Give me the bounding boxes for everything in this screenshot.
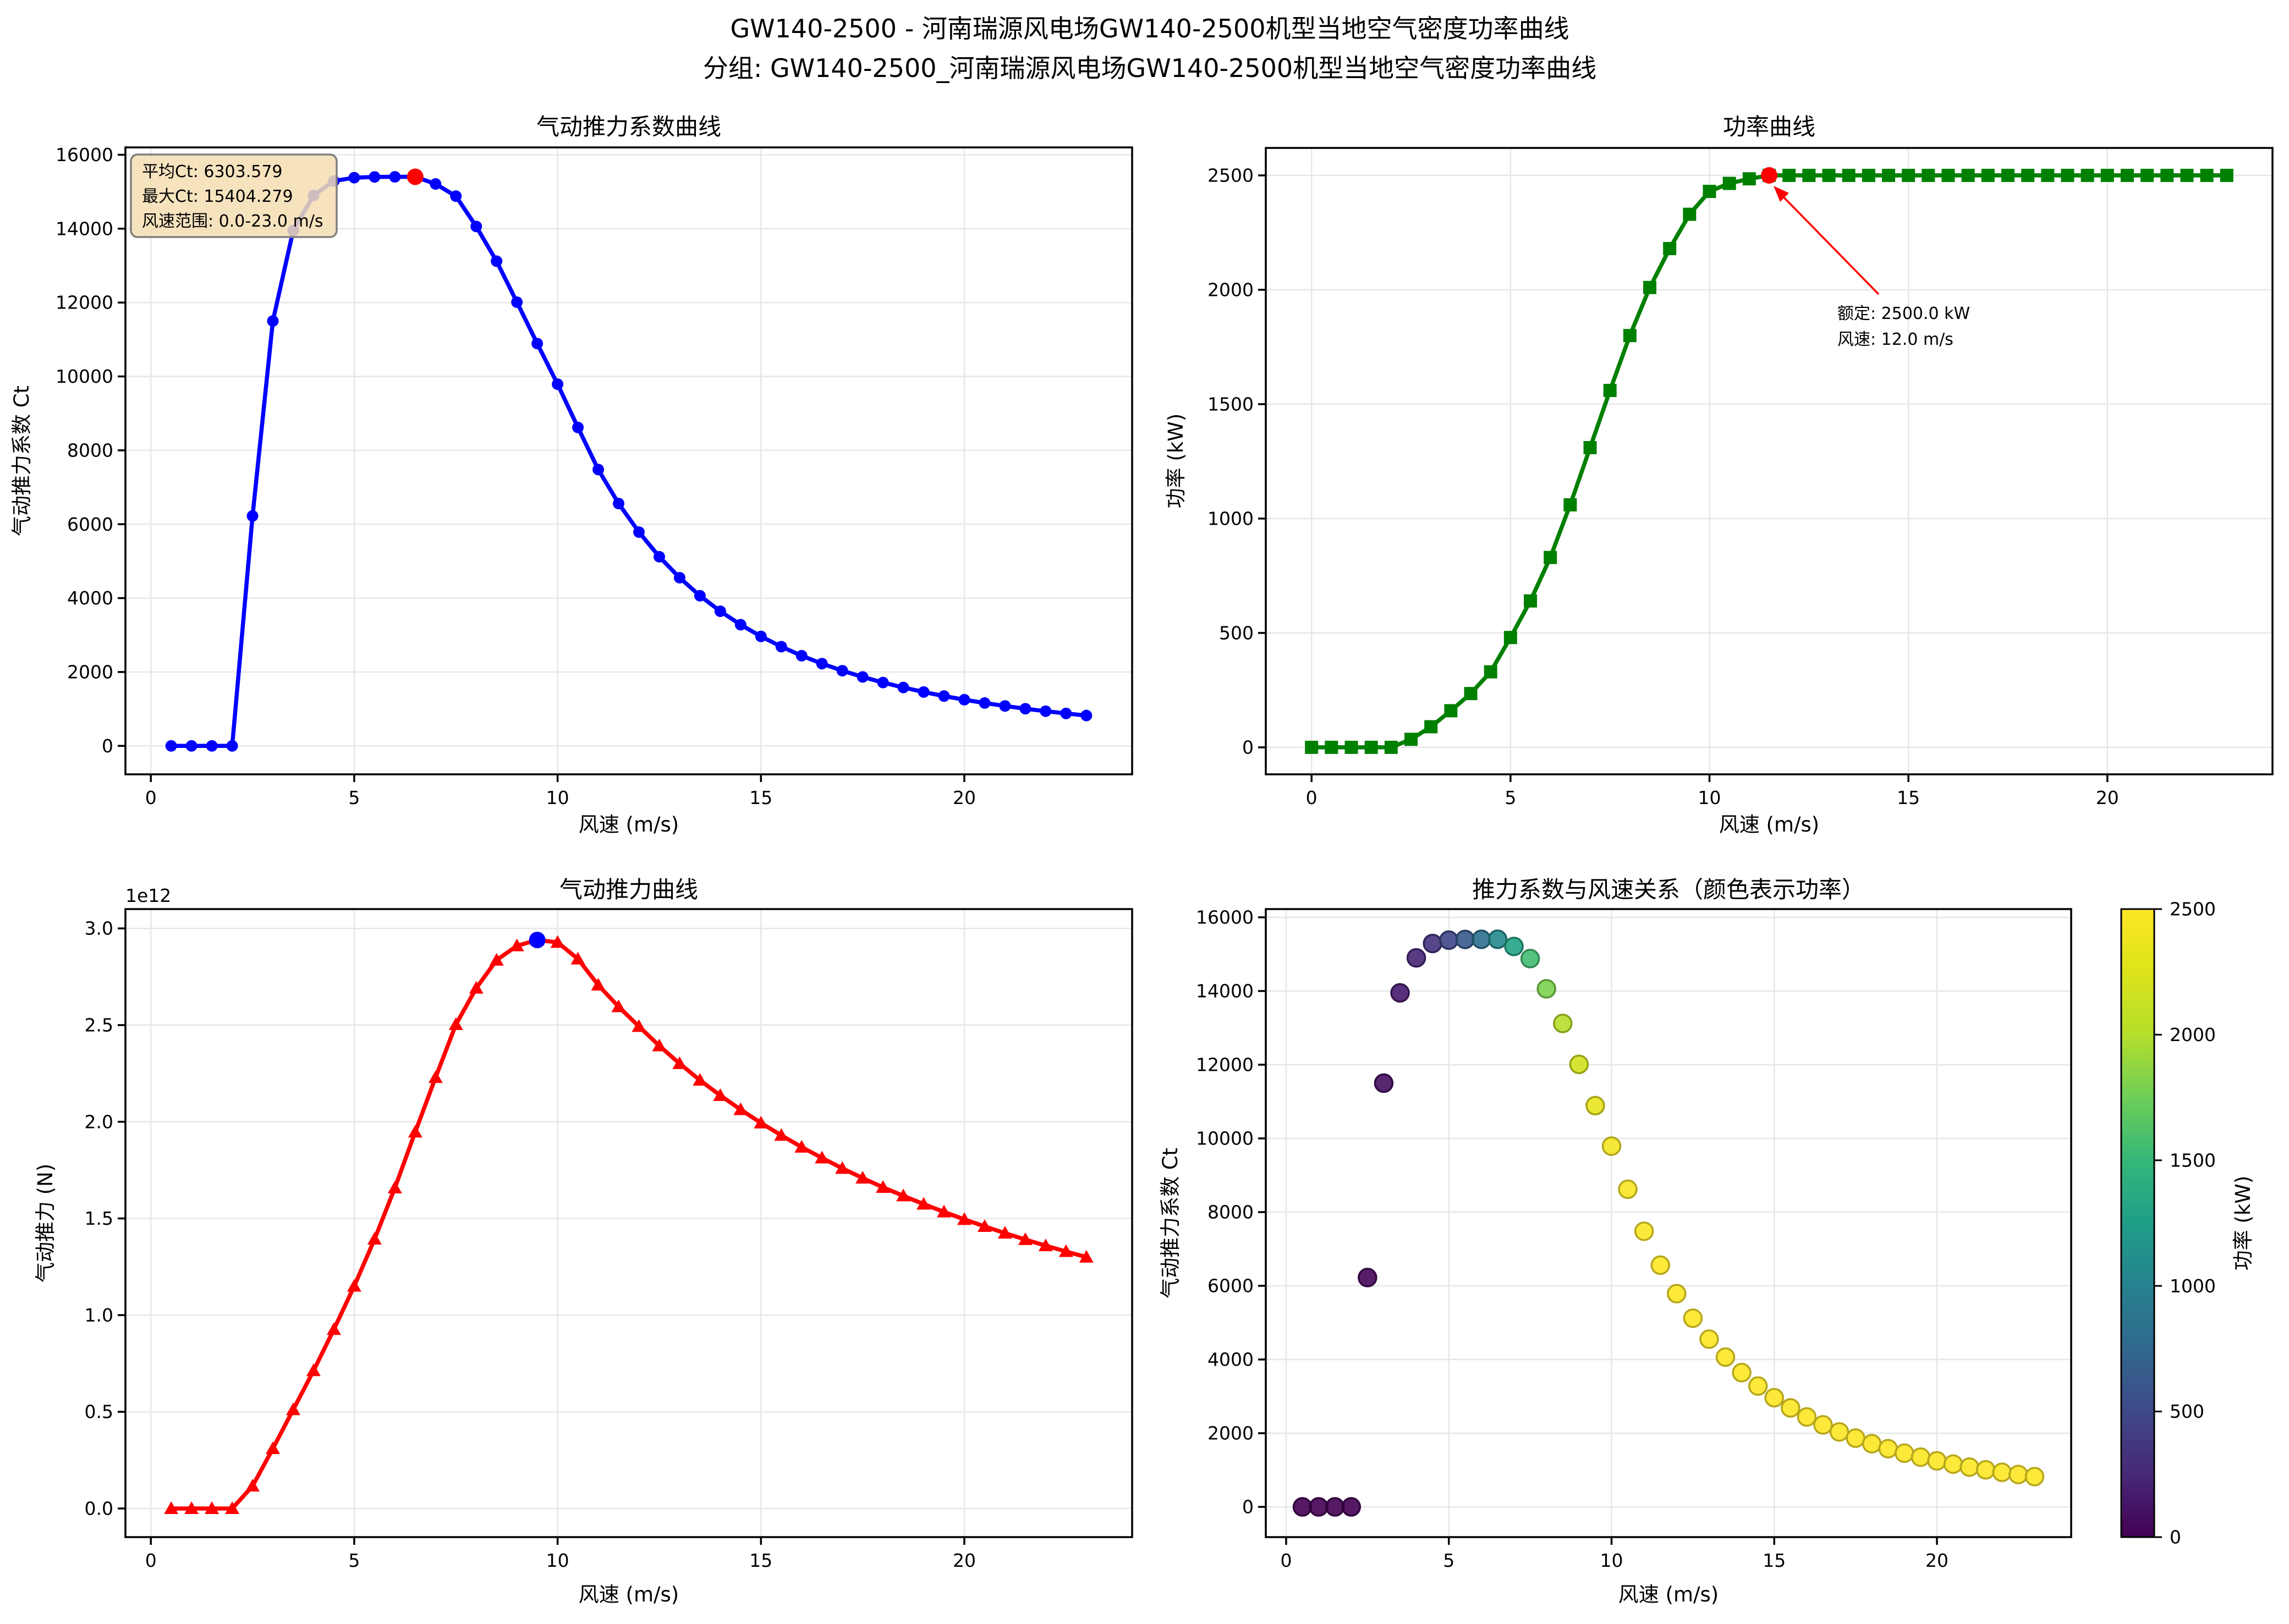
svg-text:8000: 8000 <box>67 439 113 461</box>
svg-text:20: 20 <box>953 787 976 808</box>
svg-text:10000: 10000 <box>1196 1128 1254 1149</box>
ct-curve-xlabel: 风速 (m/s) <box>579 813 679 836</box>
svg-text:2500: 2500 <box>2170 899 2216 920</box>
thrust-curve-plot-area: 0 5 10 15 20 0.0 0.5 1.0 1.5 2.0 2.5 3.0 <box>85 908 1133 1571</box>
svg-text:1500: 1500 <box>2170 1149 2216 1171</box>
ct-stats-annotation-line1: 平均Ct: 6303.579 <box>142 162 283 181</box>
svg-text:16000: 16000 <box>56 144 113 166</box>
svg-text:6000: 6000 <box>1207 1275 1254 1297</box>
power-curve-title: 功率曲线 <box>1723 113 1815 140</box>
svg-text:3.0: 3.0 <box>85 918 113 939</box>
svg-text:2500: 2500 <box>1207 164 1254 186</box>
svg-text:4000: 4000 <box>67 587 113 609</box>
svg-text:2.0: 2.0 <box>85 1111 113 1132</box>
ct-curve-title: 气动推力系数曲线 <box>536 113 721 140</box>
svg-text:2000: 2000 <box>67 661 113 682</box>
svg-text:0.0: 0.0 <box>85 1498 113 1520</box>
power-curve-ylabel: 功率 (kW) <box>1164 414 1188 509</box>
svg-text:1500: 1500 <box>1207 393 1254 415</box>
svg-text:0: 0 <box>145 787 157 808</box>
svg-text:10: 10 <box>1600 1550 1623 1571</box>
ct-scatter-ylabel: 气动推力系数 Ct <box>1159 1148 1182 1298</box>
svg-text:0: 0 <box>1242 736 1254 758</box>
rated-power-annotation-line1: 额定: 2500.0 kW <box>1837 304 1970 323</box>
power-colorbar: 0 500 1000 1500 2000 2500 <box>2120 899 2216 1548</box>
svg-text:10: 10 <box>546 787 569 808</box>
svg-text:5: 5 <box>1505 787 1516 808</box>
svg-text:0: 0 <box>1280 1550 1292 1571</box>
thrust-curve-xlabel: 风速 (m/s) <box>579 1583 679 1606</box>
svg-text:8000: 8000 <box>1207 1202 1254 1223</box>
svg-text:0: 0 <box>102 735 113 757</box>
power-curve-xlabel: 风速 (m/s) <box>1719 813 1819 836</box>
thrust-curve-ylabel: 气动推力 (N) <box>34 1164 57 1282</box>
ct-curve-ylabel: 气动推力系数 Ct <box>10 386 34 536</box>
svg-text:1000: 1000 <box>2170 1275 2216 1297</box>
thrust-y-offset-label: 1e12 <box>125 885 171 906</box>
svg-text:20: 20 <box>953 1550 976 1571</box>
svg-text:15: 15 <box>1763 1550 1786 1571</box>
ct-scatter-plot-area: 0 5 10 15 20 0 2000 4000 6000 8000 10000 12000 14000… <box>1196 907 2072 1571</box>
svg-text:15: 15 <box>1897 787 1920 808</box>
svg-text:1.5: 1.5 <box>85 1208 113 1229</box>
svg-text:14000: 14000 <box>1196 981 1254 1002</box>
svg-text:0: 0 <box>1306 787 1318 808</box>
svg-text:0.5: 0.5 <box>85 1401 113 1423</box>
ct-stats-annotation-line3: 风速范围: 0.0-23.0 m/s <box>142 212 323 231</box>
ct-curve-plot-area: 0 5 10 15 20 0 2000 4000 6000 8000 10000 12000 14000… <box>56 144 1133 808</box>
svg-text:500: 500 <box>1219 622 1254 643</box>
svg-text:2.5: 2.5 <box>85 1015 113 1036</box>
figure-suptitle-line1: GW140-2500 - 河南瑞源风电场GW140-2500机型当地空气密度功率… <box>730 14 1569 43</box>
svg-text:2000: 2000 <box>2170 1024 2216 1045</box>
svg-text:2000: 2000 <box>1207 279 1254 300</box>
svg-text:14000: 14000 <box>56 218 113 239</box>
ct-stats-annotation-line2: 最大Ct: 15404.279 <box>142 187 293 206</box>
svg-text:1000: 1000 <box>1207 508 1254 529</box>
ct-scatter-title: 推力系数与风速关系（颜色表示功率） <box>1472 876 1865 903</box>
svg-text:0: 0 <box>1242 1496 1254 1518</box>
svg-text:0: 0 <box>2170 1527 2181 1548</box>
svg-text:20: 20 <box>2096 787 2119 808</box>
thrust-curve-title: 气动推力曲线 <box>559 876 698 903</box>
svg-text:16000: 16000 <box>1196 907 1254 928</box>
svg-text:10: 10 <box>1698 787 1721 808</box>
figure-suptitle-line2: 分组: GW140-2500_河南瑞源风电场GW140-2500机型当地空气密度… <box>703 53 1596 83</box>
colorbar-label: 功率 (kW) <box>2231 1176 2255 1271</box>
rated-power-annotation-line2: 风速: 12.0 m/s <box>1837 330 1953 349</box>
svg-text:10000: 10000 <box>56 366 113 387</box>
svg-text:500: 500 <box>2170 1401 2204 1422</box>
power-curve-plot-area: 0 5 10 15 20 0 500 1000 1500 2000 2500 <box>1207 147 2274 808</box>
svg-text:12000: 12000 <box>56 292 113 313</box>
svg-text:5: 5 <box>348 1550 360 1571</box>
svg-text:5: 5 <box>1443 1550 1454 1571</box>
svg-text:4000: 4000 <box>1207 1349 1254 1370</box>
svg-text:15: 15 <box>749 787 772 808</box>
svg-text:20: 20 <box>1925 1550 1948 1571</box>
svg-text:15: 15 <box>749 1550 772 1571</box>
svg-text:0: 0 <box>145 1550 157 1571</box>
svg-text:6000: 6000 <box>67 514 113 535</box>
svg-text:5: 5 <box>348 787 360 808</box>
svg-text:2000: 2000 <box>1207 1423 1254 1444</box>
svg-text:10: 10 <box>546 1550 569 1571</box>
svg-text:12000: 12000 <box>1196 1054 1254 1076</box>
svg-text:1.0: 1.0 <box>85 1304 113 1326</box>
ct-scatter-xlabel: 风速 (m/s) <box>1618 1583 1719 1606</box>
